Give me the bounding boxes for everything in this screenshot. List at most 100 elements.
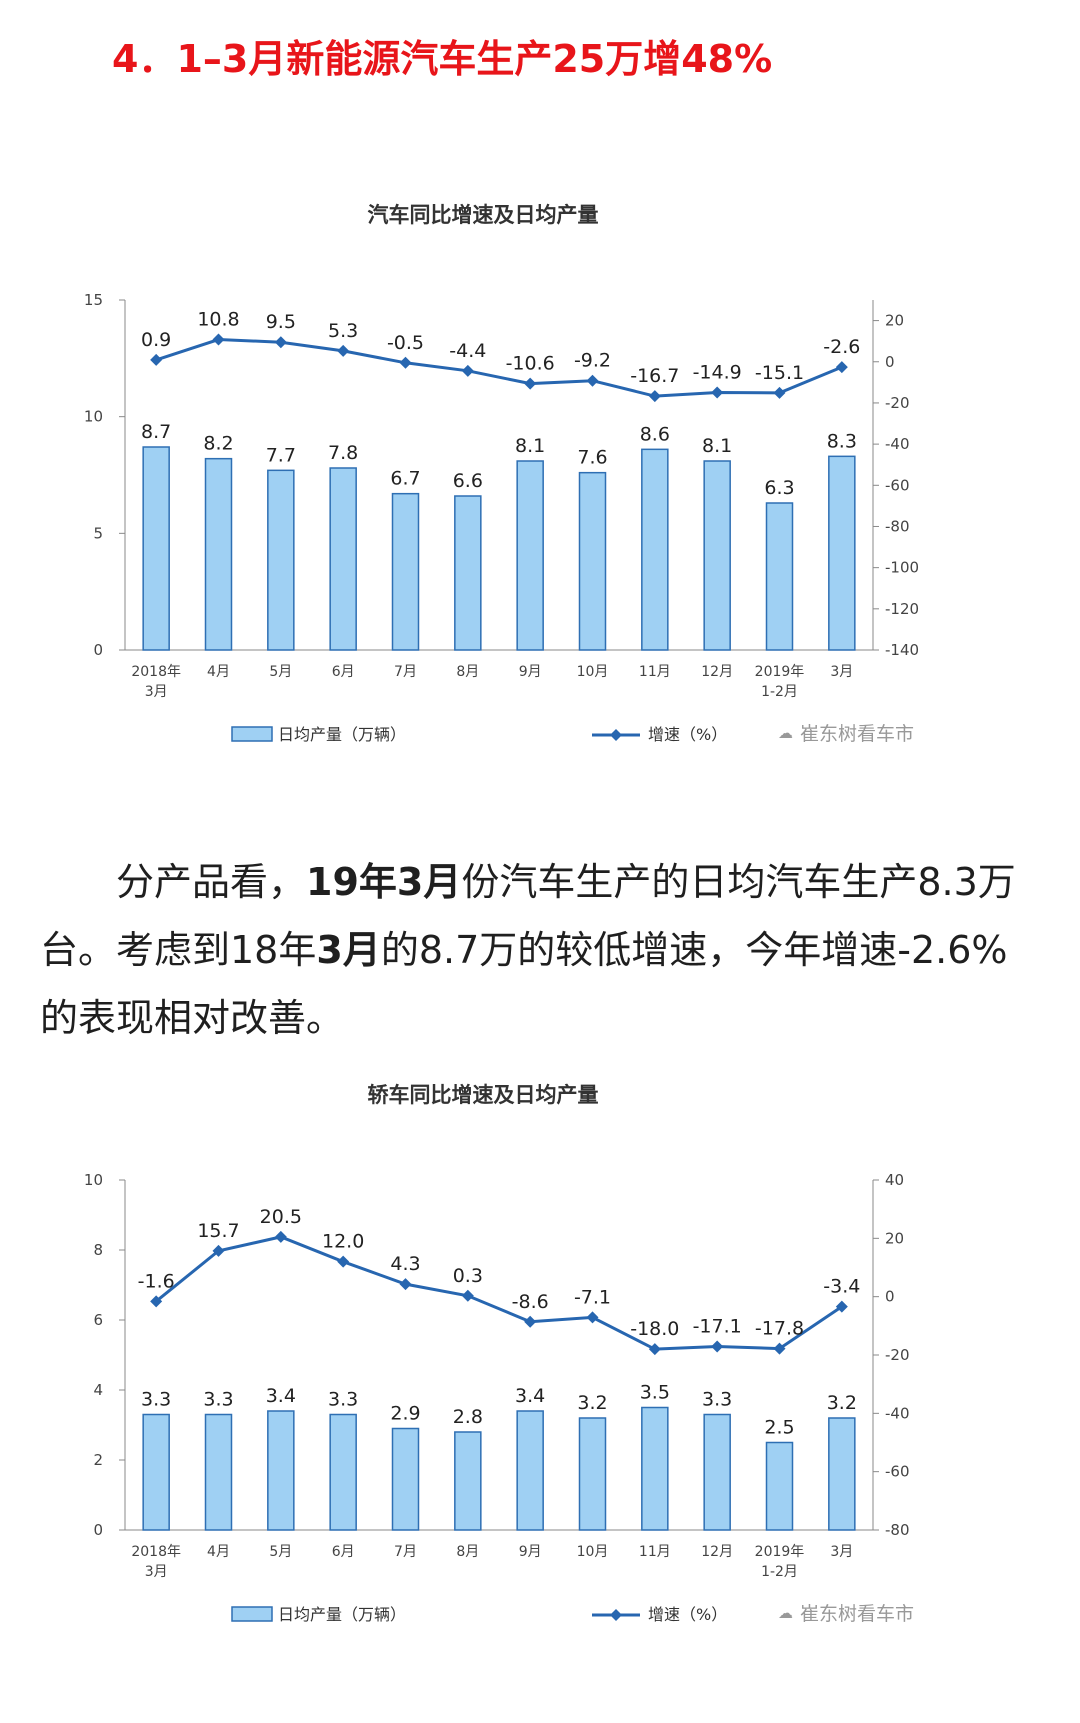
x-tick-label: 10月 xyxy=(577,664,609,680)
growth-value-label: -17.1 xyxy=(693,1316,742,1338)
x-tick-label: 3月 xyxy=(145,1564,168,1580)
y-right-tick-label: 0 xyxy=(885,1288,895,1306)
bar xyxy=(204,1413,233,1531)
y-left-tick-label: 15 xyxy=(84,291,103,309)
growth-point xyxy=(773,386,786,399)
bar xyxy=(828,1417,856,1531)
paragraph-part-1: 分产品看， xyxy=(116,860,307,904)
bar xyxy=(578,1417,607,1531)
x-tick-label: 11月 xyxy=(639,664,671,680)
growth-value-label: -3.4 xyxy=(823,1276,860,1298)
y-right-tick-label: 0 xyxy=(885,353,895,371)
bar xyxy=(454,495,482,651)
y-right-tick-label: -140 xyxy=(885,641,919,659)
watermark: 崔东树看车市 xyxy=(800,723,914,745)
bar-value-label: 3.2 xyxy=(577,1392,607,1414)
bar xyxy=(267,469,295,651)
x-tick-label: 5月 xyxy=(269,664,292,680)
y-right-tick-label: 20 xyxy=(885,312,904,330)
growth-value-label: -14.9 xyxy=(693,361,742,383)
growth-point xyxy=(337,1255,350,1268)
x-tick-label: 3月 xyxy=(830,1544,853,1560)
growth-point xyxy=(648,1343,661,1356)
bar-value-label: 6.3 xyxy=(764,477,794,499)
paragraph-part-2: 份汽车生产的日均汽车生产8.3万台。考虑到18年 xyxy=(40,860,1016,972)
growth-point xyxy=(212,1244,225,1257)
bar-value-label: 3.3 xyxy=(328,1389,358,1411)
x-tick-label: 4月 xyxy=(207,1544,230,1560)
car-chart: 汽车同比增速及日均产量 0 5 10 15 20 0 -20 -40 -60 -80 -100 -120… xyxy=(0,180,1080,770)
growth-point xyxy=(461,1289,474,1302)
bar-value-label: 6.6 xyxy=(453,470,483,492)
bar-value-label: 2.5 xyxy=(764,1417,794,1439)
growth-value-label: 0.3 xyxy=(453,1265,483,1287)
y-right-tick-label: -40 xyxy=(885,435,910,453)
bar-value-label: 3.2 xyxy=(827,1392,857,1414)
legend-bar-swatch xyxy=(231,1606,273,1622)
bar xyxy=(516,460,544,651)
y-left-tick-label: 6 xyxy=(93,1311,103,1329)
bar-value-label: 2.8 xyxy=(453,1406,483,1428)
bar-value-label: 3.3 xyxy=(203,1389,233,1411)
sedan-chart: 轿车同比增速及日均产量 0 2 4 6 8 10 40 20 0 -20 -40 -60 -80 2018年… xyxy=(0,1060,1080,1650)
bar-value-label: 7.6 xyxy=(577,447,607,469)
growth-point xyxy=(399,356,412,369)
bar xyxy=(765,1441,794,1531)
growth-value-label: -8.6 xyxy=(512,1291,549,1313)
y-left-tick-label: 5 xyxy=(93,524,103,542)
growth-point xyxy=(524,1315,537,1328)
y-left-tick-label: 4 xyxy=(93,1381,103,1399)
y-left-tick-label: 10 xyxy=(84,408,103,426)
bar xyxy=(391,1427,420,1531)
bar-value-label: 8.2 xyxy=(203,433,233,455)
bar xyxy=(204,457,233,651)
watermark: 崔东树看车市 xyxy=(800,1603,914,1625)
paragraph-part-3: 的8.7万的较低增速，今年增速-2.6%的表现相对改善。 xyxy=(40,928,1008,1040)
x-tick-label: 8月 xyxy=(456,1544,479,1560)
x-tick-label: 12月 xyxy=(701,664,733,680)
body-paragraph: 分产品看，19年3月份汽车生产的日均汽车生产8.3万台。考虑到18年3月的8.7… xyxy=(40,848,1040,1052)
bar xyxy=(516,1410,544,1531)
paragraph-bold-2: 3月 xyxy=(316,928,381,972)
legend-line-label: 增速（%） xyxy=(648,725,727,744)
chart-title: 轿车同比增速及日均产量 xyxy=(368,1083,599,1107)
growth-point xyxy=(586,1311,599,1324)
bar-value-label: 3.4 xyxy=(266,1385,296,1407)
x-tick-label: 8月 xyxy=(456,664,479,680)
growth-line xyxy=(155,338,843,398)
legend-bar-swatch xyxy=(231,726,273,742)
x-tick-label: 10月 xyxy=(577,1544,609,1560)
growth-point xyxy=(274,1230,287,1243)
x-tick-label: 2018年 xyxy=(131,1544,181,1560)
bar xyxy=(329,1413,357,1531)
y-left-tick-label: 8 xyxy=(93,1241,103,1259)
bar-value-label: 3.5 xyxy=(640,1382,670,1404)
growth-value-label: -7.1 xyxy=(574,1286,611,1308)
y-right-tick-label: -60 xyxy=(885,1463,910,1481)
growth-value-label: 9.5 xyxy=(266,311,296,333)
bar xyxy=(391,492,420,651)
y-right-tick-label: -100 xyxy=(885,559,919,577)
bar-value-label: 3.3 xyxy=(141,1389,171,1411)
bar xyxy=(703,1413,731,1531)
x-tick-label: 6月 xyxy=(332,1544,355,1560)
y-left-tick-label: 10 xyxy=(84,1171,103,1189)
growth-point xyxy=(399,1278,412,1291)
x-tick-label: 5月 xyxy=(269,1544,292,1560)
x-tick-label: 1-2月 xyxy=(761,684,798,700)
growth-point xyxy=(711,1340,724,1353)
y-right-tick-label: -40 xyxy=(885,1404,910,1422)
y-right-tick-label: -60 xyxy=(885,476,910,494)
x-tick-label: 7月 xyxy=(394,664,417,680)
watermark-icon: ☁ xyxy=(778,1604,793,1622)
growth-value-label: -0.5 xyxy=(387,332,424,354)
growth-point xyxy=(150,353,163,366)
bar-value-label: 3.4 xyxy=(515,1385,545,1407)
growth-point xyxy=(337,344,350,357)
x-tick-label: 9月 xyxy=(519,1544,542,1560)
y-left-tick-label: 0 xyxy=(93,1521,103,1539)
growth-point xyxy=(835,361,848,374)
x-tick-label: 7月 xyxy=(394,1544,417,1560)
x-tick-label: 4月 xyxy=(207,664,230,680)
bar xyxy=(578,471,607,651)
